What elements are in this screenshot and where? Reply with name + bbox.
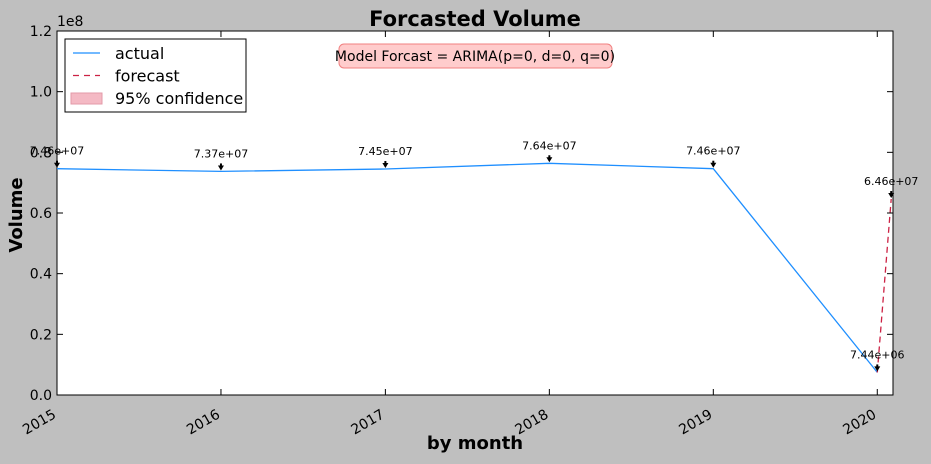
y-tick-label: 0.6 (30, 206, 52, 222)
chart-title: Forcasted Volume (369, 7, 581, 31)
y-tick-label: 0.0 (30, 388, 52, 404)
x-tick-label: 2015 (20, 407, 59, 439)
legend-label: actual (115, 44, 164, 63)
info-box-text: Model Forcast = ARIMA(p=0, d=0, q=0) (335, 49, 615, 65)
x-tick-label: 2019 (676, 407, 715, 439)
plot-layer: 7.46e+07 7.37e+07 7.45e+07 7.64e+07 7.46e+07… (30, 139, 918, 373)
data-label: 6.46e+07 (864, 175, 918, 188)
x-tick-label: 2017 (349, 407, 388, 439)
data-label: 7.45e+07 (358, 145, 412, 158)
y-tick-label: 0.8 (30, 145, 52, 161)
model-info-box: Model Forcast = ARIMA(p=0, d=0, q=0) (335, 43, 615, 69)
data-label: 7.46e+07 (686, 145, 740, 158)
y-tick-label: 0.2 (30, 327, 52, 343)
y-tick-label: 1.0 (30, 85, 52, 101)
y-tick-label: 1.2 (30, 24, 52, 40)
y-tick-label: 0.4 (30, 267, 52, 283)
x-tick-label: 2016 (184, 407, 223, 439)
x-axis-label: by month (427, 433, 523, 454)
legend-label: 95% confidence (115, 89, 243, 108)
annotation-arrow-head (546, 157, 553, 163)
y-scale-label: 1e8 (57, 14, 83, 30)
annotation-arrow-head (874, 366, 881, 372)
annotation-arrow-head (382, 163, 389, 169)
x-tick-label: 2020 (840, 407, 879, 439)
data-label: 7.44e+06 (850, 348, 904, 361)
legend-label: forecast (115, 67, 180, 86)
annotation-arrow-head (54, 162, 60, 168)
data-label: 7.64e+07 (522, 139, 576, 152)
info-box-background (338, 43, 613, 69)
legend: actual forecast 95% confidence (64, 38, 247, 113)
data-label: 7.37e+07 (194, 147, 248, 160)
legend-swatch-confidence (70, 92, 103, 105)
y-axis-label: Volume (6, 177, 27, 252)
annotation-arrow-head (217, 165, 224, 171)
annotation-arrow-head (888, 193, 895, 199)
annotation-arrow-head (710, 162, 717, 168)
series-line-actual (56, 162, 878, 373)
series-line-forecast (876, 198, 892, 373)
data-label: 7.46e+07 (30, 145, 84, 158)
